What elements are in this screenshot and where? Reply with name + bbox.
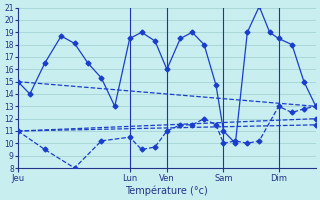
X-axis label: Température (°c): Température (°c) [125,185,208,196]
